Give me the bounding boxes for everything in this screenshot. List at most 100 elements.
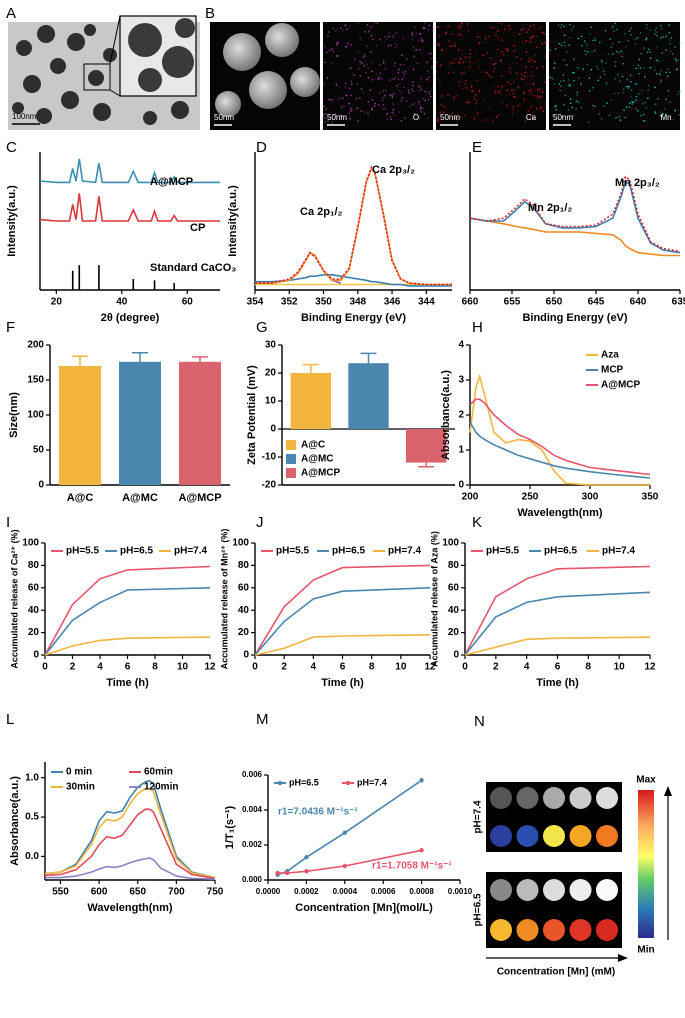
map-dot (337, 55, 339, 57)
map-dot (506, 89, 509, 92)
panel-letter: L (6, 711, 14, 728)
map-dot (513, 50, 515, 52)
map-dot (393, 64, 396, 67)
map-dot (614, 65, 617, 67)
map-dot (495, 116, 498, 118)
map-dot (569, 102, 572, 104)
map-dot (432, 76, 434, 78)
map-dot (393, 34, 395, 36)
map-dot (403, 73, 406, 75)
map-dot (328, 98, 331, 101)
map-dot (575, 100, 578, 102)
map-dot (641, 89, 643, 92)
map-dot (604, 73, 606, 76)
map-dot (391, 111, 393, 114)
y-tick-label: 0 (38, 480, 44, 491)
map-dot (675, 60, 677, 62)
map-dot (541, 91, 544, 93)
error-bar (360, 352, 377, 364)
map-dot (367, 77, 370, 79)
map-dot (384, 36, 386, 38)
map-dot (401, 97, 404, 99)
map-dot (612, 27, 614, 29)
map-dot (419, 49, 421, 51)
map-dot (431, 66, 433, 69)
map-dot (443, 106, 445, 108)
scale-bar-label: 50nm (327, 113, 347, 122)
map-dot (323, 114, 325, 116)
map-dot (440, 49, 443, 52)
map-dot (643, 113, 645, 116)
map-dot (420, 88, 423, 91)
map-dot (449, 62, 452, 64)
annotation: r1=1.7058 M⁻¹s⁻¹ (372, 861, 452, 872)
x-tick-label: 12 (424, 662, 436, 673)
map-dot (567, 109, 570, 111)
phantom (543, 879, 565, 901)
map-dot (520, 29, 522, 31)
x-tick-label: 2 (281, 662, 287, 673)
map-dot (610, 99, 612, 101)
map-dot (501, 101, 503, 103)
map-dot (350, 110, 353, 112)
map-dot (354, 58, 356, 60)
map-dot (544, 81, 546, 83)
map-dot (528, 57, 530, 59)
map-dot (626, 106, 628, 108)
map-dot (357, 22, 359, 24)
map-dot (597, 68, 599, 70)
map-dot (495, 92, 497, 94)
y-axis-label: Accumulated release of Ca²⁺ (%) (9, 529, 19, 668)
map-dot (582, 68, 584, 70)
map-dot (533, 24, 535, 27)
map-dot (331, 121, 333, 123)
map-dot (530, 71, 532, 73)
map-dot (440, 104, 442, 106)
map-dot (399, 90, 401, 92)
map-dot (501, 85, 503, 87)
x-axis-label: Binding Energy (eV) (301, 312, 406, 324)
map-dot (600, 59, 603, 62)
map-dot (382, 90, 385, 92)
legend-marker (277, 780, 283, 786)
x-axis-label: Wavelength(nm) (87, 902, 172, 914)
map-dot (630, 81, 632, 83)
map-dot (569, 24, 571, 26)
legend-label: pH=6.5 (544, 546, 578, 557)
map-dot (461, 22, 463, 24)
map-dot (362, 56, 364, 58)
annotation: Mn 2p₁/₂ (528, 202, 572, 214)
map-dot (327, 120, 329, 122)
series-line (469, 181, 681, 254)
map-dot (638, 73, 640, 75)
map-dot (636, 99, 638, 102)
panel-letter: N (474, 713, 485, 730)
map-dot (559, 80, 562, 82)
map-dot (371, 70, 373, 73)
x-tick-label: 250 (522, 492, 539, 503)
phantom (490, 919, 512, 941)
map-dot (465, 56, 467, 58)
map-dot (576, 94, 578, 96)
x-axis-label: Time (h) (321, 677, 364, 689)
map-dot (621, 55, 623, 58)
map-dot (373, 105, 376, 107)
map-dot (523, 92, 525, 95)
map-dot (630, 27, 632, 30)
map-dot (484, 119, 487, 121)
map-dot (614, 22, 617, 25)
map-dot (532, 36, 534, 38)
map-dot (612, 53, 614, 55)
map-dot (619, 80, 621, 82)
x-tick-label: 8 (586, 662, 592, 673)
map-dot (614, 78, 616, 80)
map-dot (667, 75, 669, 78)
map-dot (568, 79, 570, 81)
map-dot (628, 86, 630, 88)
row-label: pH=6.5 (473, 893, 484, 927)
y-tick-label: 0.004 (242, 805, 263, 814)
map-dot (498, 114, 500, 116)
map-dot (530, 88, 532, 91)
map-dot (643, 47, 645, 49)
map-dot (525, 66, 528, 69)
